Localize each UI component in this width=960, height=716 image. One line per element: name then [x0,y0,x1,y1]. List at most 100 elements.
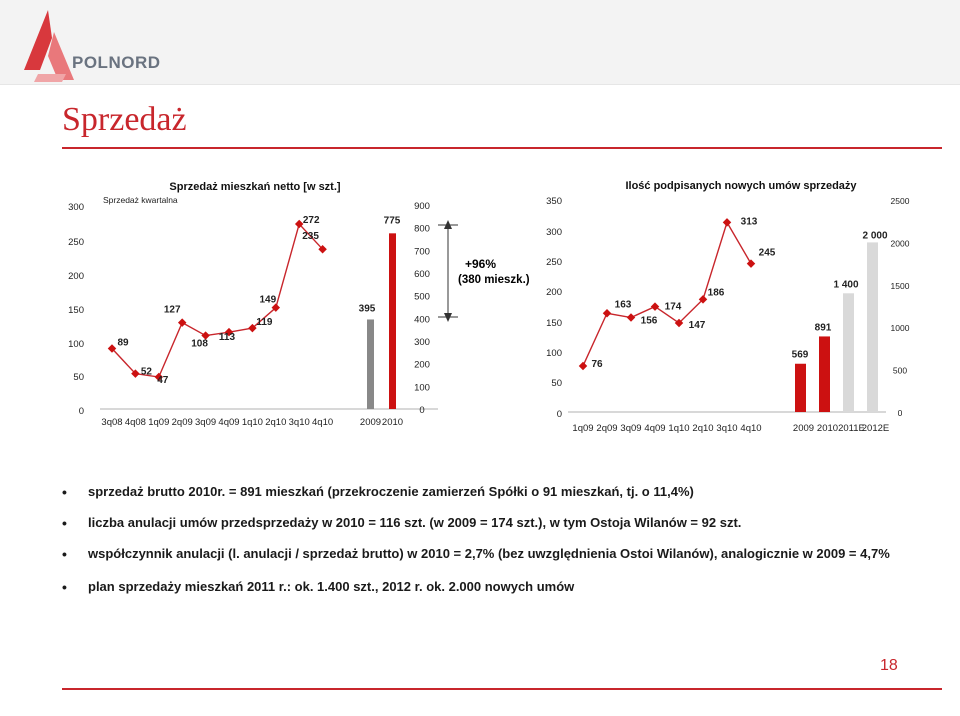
data-label: 186 [708,287,725,298]
bullet-item: • sprzedaż brutto 2010r. = 891 mieszkań (… [62,482,942,502]
data-label: 108 [191,339,208,350]
data-label: 245 [759,248,776,259]
bullet-dot-icon: • [62,484,67,500]
y-tick-label: 500 [893,366,907,376]
x-tick-label: 3q08 [101,417,122,428]
x-tick-label: 4q10 [312,417,333,428]
c1-ytick: 50 [73,372,84,383]
c4-bars: 569 891 1 400 2 000 [792,230,888,412]
bar-value-label: 395 [359,303,376,314]
x-tick-label: 2012E [862,423,889,434]
c4-y-axis: 0 500 1000 1500 2000 2500 [891,196,910,418]
c3-ytick: 0 [557,409,562,420]
x-tick-label: 1q09 [148,417,169,428]
polnord-logo-icon [24,10,74,82]
x-tick-label: 1q10 [668,423,689,434]
x-tick-label: 2011E [838,423,865,434]
y-tick-label: 400 [414,314,430,325]
data-point [201,331,210,340]
y-tick-label: 2500 [891,196,910,206]
c2-bars: 395 775 [359,215,401,409]
y-tick-label: 0 [419,405,424,416]
c3-title: Ilość podpisanych nowych umów sprzedaży [625,180,857,192]
c1-ytick: 0 [79,406,84,417]
bar-value-label: 1 400 [833,279,858,290]
c3-ytick: 300 [546,227,562,238]
y-tick-label: 500 [414,292,430,303]
x-tick-label: 4q08 [125,417,146,428]
header-band [0,0,960,85]
data-point [602,309,612,318]
x-tick-label: 2010 [382,417,403,428]
growth-pct: +96% [465,257,496,271]
title-divider [62,147,942,149]
y-tick-label: 800 [414,224,430,235]
bullet-text: sprzedaż brutto 2010r. = 891 mieszkań (p… [88,484,694,499]
c3-line-series: 76 163 156 174 147 186 313 245 [578,216,776,371]
x-tick-label: 2009 [360,417,381,428]
data-point [154,372,164,382]
y-tick-label: 600 [414,269,430,280]
bar [389,233,396,409]
c3-ytick: 200 [546,287,562,298]
data-point [318,244,327,254]
data-label: 89 [117,337,129,348]
page-number: 18 [880,657,898,674]
x-tick-label: 2009 [793,423,814,434]
data-label: 174 [665,302,682,313]
data-point [271,303,281,312]
c3-ytick: 250 [546,257,562,268]
y-tick-label: 700 [414,246,430,257]
c1-ytick: 150 [68,305,84,316]
growth-units: (380 mieszk.) [458,274,530,286]
y-tick-label: 0 [898,408,903,418]
bullet-text: liczba anulacji umów przedsprzedaży w 20… [88,515,742,530]
data-point [578,361,588,371]
series-line [111,222,324,378]
data-label: 119 [256,317,273,328]
x-tick-label: 3q10 [289,417,310,428]
c1-ytick: 300 [68,202,84,213]
y-tick-label: 300 [414,337,430,348]
data-point [248,323,257,333]
bullet-dot-icon: • [62,579,67,595]
x-tick-label: 2010 [817,423,838,434]
data-point [107,344,117,353]
data-point [698,295,708,304]
data-point [177,318,187,327]
c3-x-axis: 1q09 2q09 3q09 4q09 1q10 2q10 3q10 4q10 [572,423,761,434]
y-tick-label: 200 [414,360,430,371]
c1-ytick: 250 [68,237,84,248]
data-point [294,219,304,229]
bullet-item: • współczynnik anulacji (l. anulacji / sp… [62,544,942,564]
footer-divider [62,688,942,690]
bullet-text: plan sprzedaży mieszkań 2011 r.: ok. 1.4… [88,579,575,594]
bar-value-label: 891 [815,322,832,333]
data-label: 113 [219,332,236,343]
x-tick-label: 4q09 [644,423,665,434]
bullet-dot-icon: • [62,515,67,531]
y-tick-label: 1500 [891,281,910,291]
x-tick-label: 1q10 [242,417,263,428]
x-tick-label: 2q10 [265,417,286,428]
data-label: 163 [615,299,632,310]
bullet-text: współczynnik anulacji (l. anulacji / spr… [88,546,890,561]
c1-line-series: 89 52 47 127 108 113 119 149 272 235 [107,215,327,386]
x-tick-label: 1q09 [572,423,593,434]
charts-area: 300 250 200 150 100 50 0 Sprzedaż kwarta… [68,180,910,434]
bar-value-label: 569 [792,350,809,361]
c1-title: Sprzedaż mieszkań netto [w szt.] [169,181,340,193]
data-point [626,313,636,322]
bullet-item: • plan sprzedaży mieszkań 2011 r.: ok. 1.… [62,577,942,597]
data-point [650,302,660,311]
bar [367,319,374,409]
data-label: 127 [164,305,181,316]
y-tick-label: 900 [414,201,430,212]
data-label: 52 [141,367,153,378]
data-point [722,218,732,227]
y-tick-label: 100 [414,382,430,393]
c3-ytick: 100 [546,348,562,359]
c1-subtitle: Sprzedaż kwartalna [103,195,178,205]
c1-ytick: 200 [68,271,84,282]
